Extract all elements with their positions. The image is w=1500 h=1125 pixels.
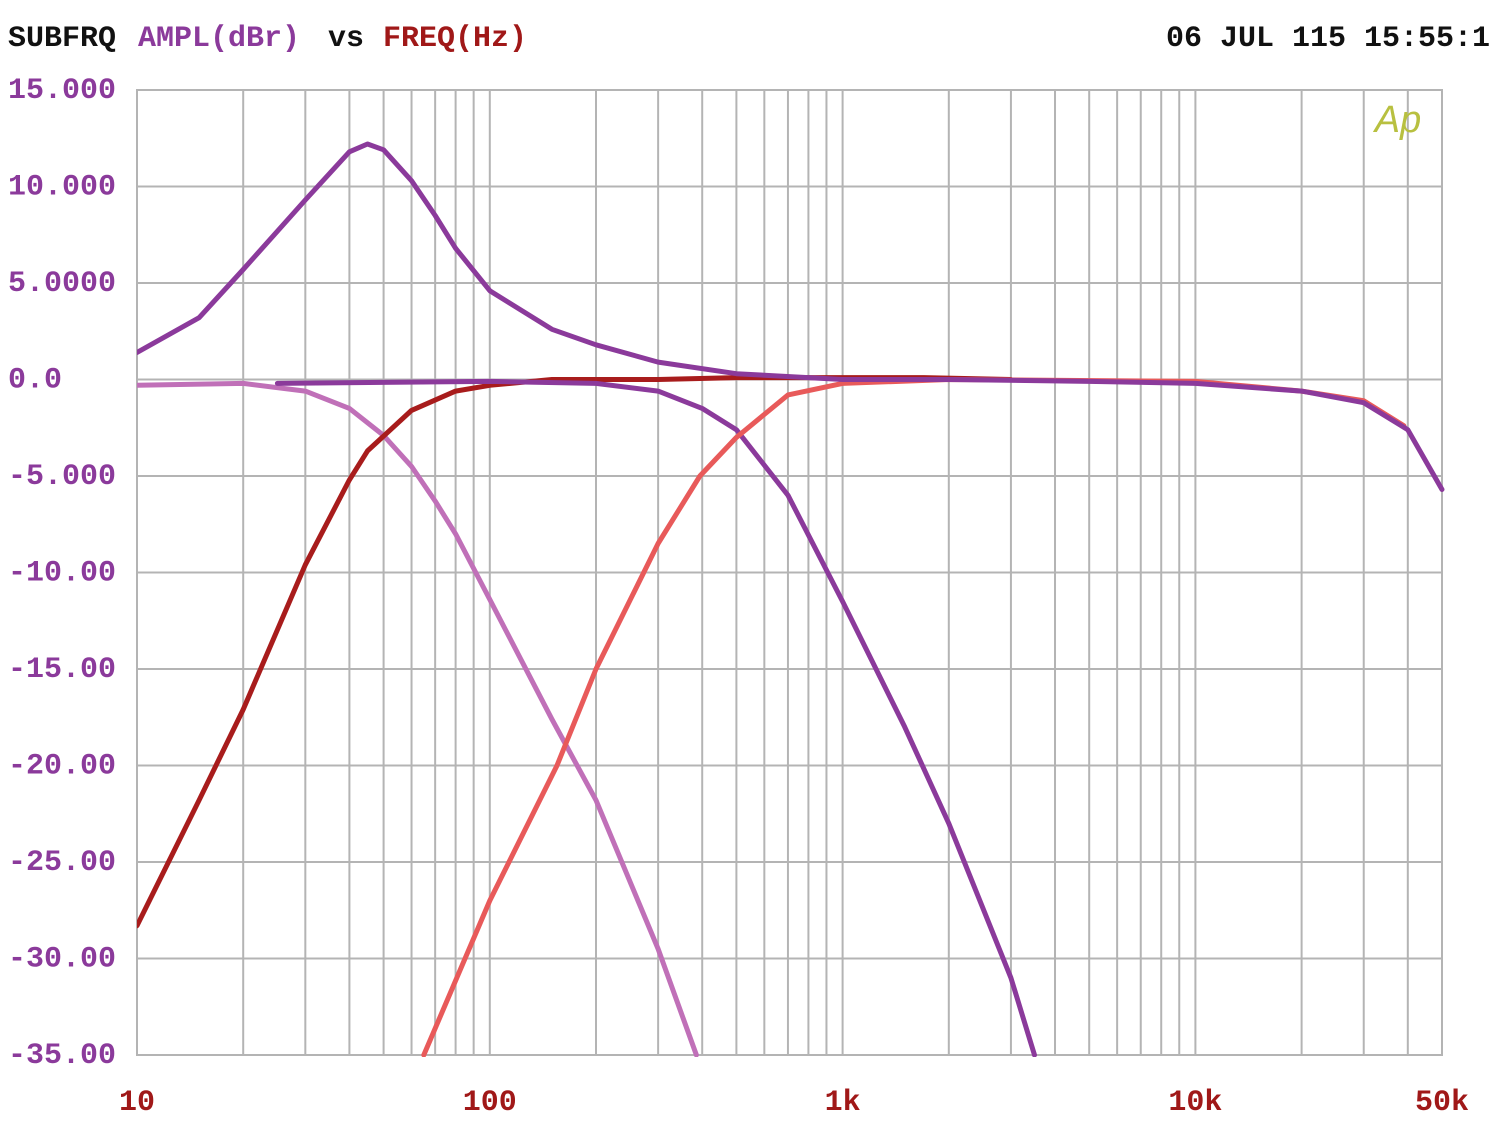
x-tick-label: 1k xyxy=(825,1086,861,1120)
chart-title: SUBFRQ xyxy=(8,22,116,56)
y-tick-label: -10.00 xyxy=(8,556,116,590)
y-tick-label: -30.00 xyxy=(8,942,116,976)
curve xyxy=(137,141,1445,492)
y-tick-label: -5.000 xyxy=(8,460,116,494)
plot-frame xyxy=(136,89,1443,1056)
title-joiner: vs xyxy=(328,22,364,56)
y-tick-label: 5.0000 xyxy=(8,267,116,301)
y-tick-label: -20.00 xyxy=(8,749,116,783)
y-axis-label: AMPL(dBr) xyxy=(138,22,300,56)
y-tick-label: 10.000 xyxy=(8,170,116,204)
y-tick-label: -25.00 xyxy=(8,846,116,880)
curve xyxy=(274,378,1037,1057)
timestamp: 06 JUL 115 15:55:1 xyxy=(1166,22,1490,56)
x-tick-label: 100 xyxy=(463,1086,517,1120)
y-tick-label: -35.00 xyxy=(8,1039,116,1073)
y-tick-label: -15.00 xyxy=(8,653,116,687)
curve xyxy=(137,380,699,1057)
y-tick-label: 0.0 xyxy=(8,363,62,397)
curves xyxy=(137,141,1445,1057)
x-tick-label: 10k xyxy=(1168,1086,1222,1120)
logo: Ap xyxy=(1373,99,1421,141)
y-tick-label: 15.000 xyxy=(8,74,116,108)
x-tick-label: 50k xyxy=(1415,1086,1469,1120)
grid xyxy=(136,89,1443,1056)
x-tick-label: 10 xyxy=(119,1086,155,1120)
x-axis-label: FREQ(Hz) xyxy=(383,22,527,56)
